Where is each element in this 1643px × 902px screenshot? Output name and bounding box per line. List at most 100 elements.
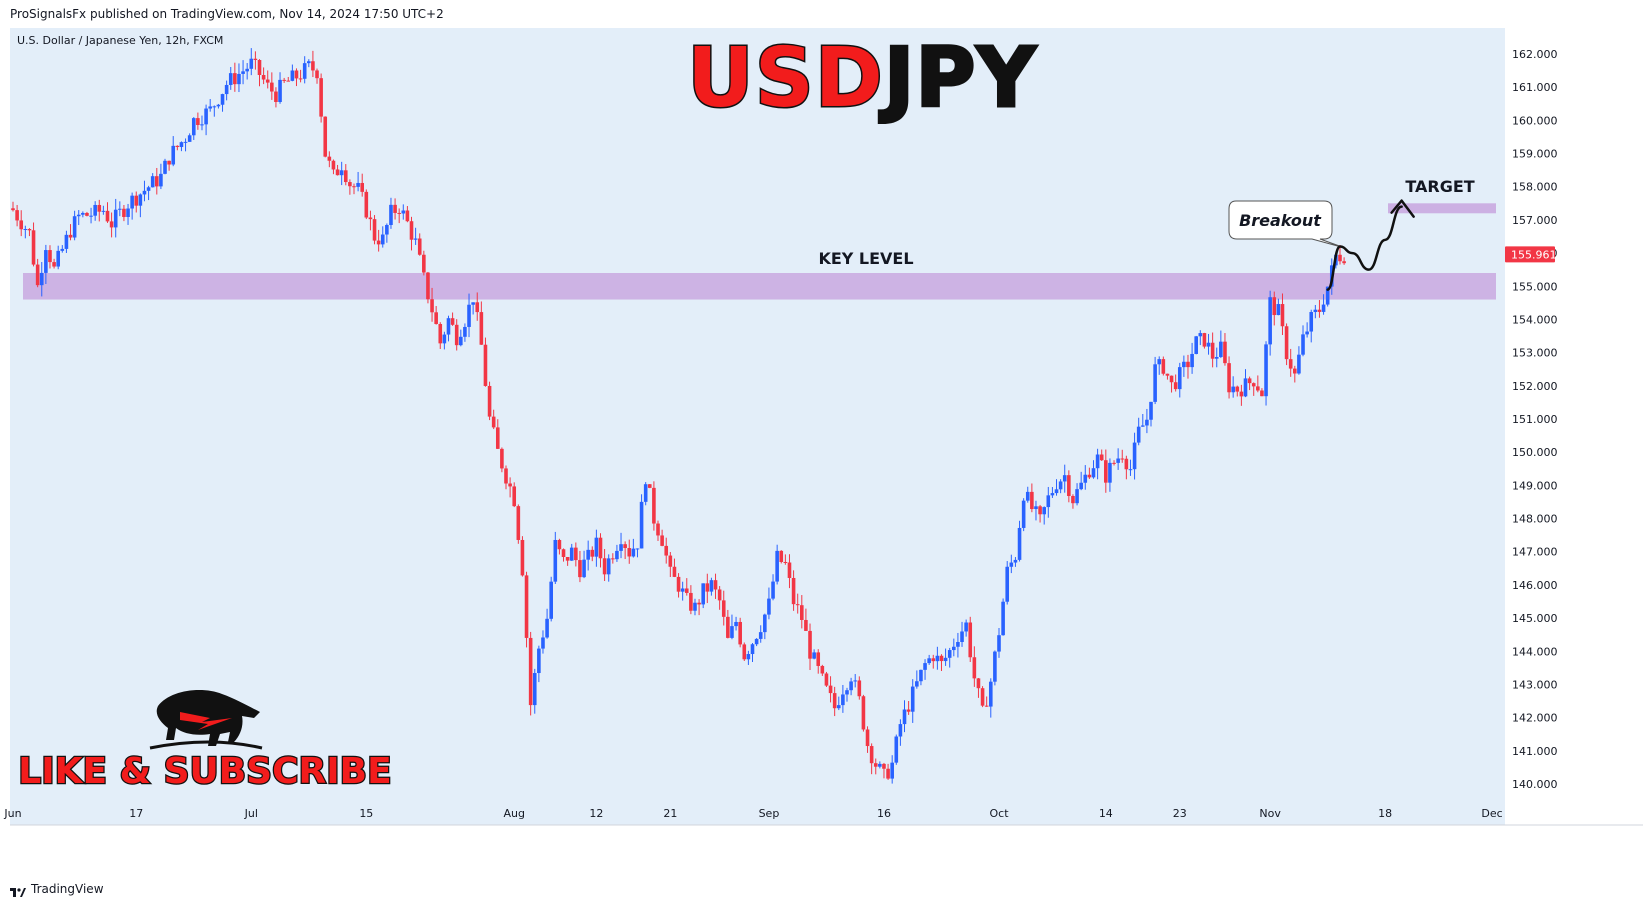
candle-body xyxy=(430,299,434,313)
last-price-tag xyxy=(1505,246,1555,263)
candle-body xyxy=(1104,460,1108,483)
candle-body xyxy=(376,240,381,245)
candle-body xyxy=(495,427,500,449)
candle-body xyxy=(763,614,767,633)
candle-body xyxy=(224,84,229,95)
candle-body xyxy=(988,681,993,707)
candle-body xyxy=(72,216,77,238)
candle-body xyxy=(1293,368,1297,374)
candle-body xyxy=(861,696,866,730)
candle-body xyxy=(537,648,541,674)
breakout-callout xyxy=(1228,200,1346,249)
candle-body xyxy=(257,59,262,75)
candle-body xyxy=(709,580,714,592)
candle-body xyxy=(631,548,636,557)
candle-body xyxy=(1305,331,1309,335)
y-tick-label: 144.000 xyxy=(1512,645,1558,658)
candle-body xyxy=(935,655,940,662)
x-tick-label: Jun xyxy=(3,807,21,820)
candle-body xyxy=(364,191,369,218)
candle-body xyxy=(126,208,130,217)
candle-body xyxy=(1112,462,1116,464)
candle-body xyxy=(606,558,611,575)
candle-body xyxy=(500,448,504,469)
candle-body xyxy=(302,63,307,79)
candle-body xyxy=(331,160,336,170)
x-tick-label: 17 xyxy=(129,807,143,820)
candle-body xyxy=(1338,254,1342,262)
candle-body xyxy=(524,575,529,638)
candle-body xyxy=(352,186,356,188)
candle-body xyxy=(952,646,956,651)
candle-body xyxy=(1157,359,1162,365)
candle-body xyxy=(368,217,373,220)
candle-body xyxy=(154,176,159,187)
candle-body xyxy=(315,70,319,79)
candle-body xyxy=(1079,482,1083,490)
candle-body xyxy=(487,385,492,417)
candle-body xyxy=(816,652,821,666)
tradingview-logo[interactable]: TradingView xyxy=(10,882,104,897)
candle-body xyxy=(463,326,467,337)
candle-body xyxy=(812,652,816,659)
candle-body xyxy=(1243,378,1248,397)
candle-body xyxy=(261,74,266,80)
candle-body xyxy=(1087,474,1092,478)
candle-body xyxy=(1153,364,1157,402)
candle-body xyxy=(664,545,669,556)
candle-body xyxy=(738,621,742,645)
candle-body xyxy=(964,622,968,632)
title-red-part: USD xyxy=(687,31,884,126)
y-tick-label: 150.000 xyxy=(1512,446,1558,459)
candle-body xyxy=(1025,491,1030,501)
x-tick-label: Sep xyxy=(759,807,780,820)
candle-body xyxy=(956,641,960,647)
candle-body xyxy=(528,637,533,706)
candle-body xyxy=(639,501,644,549)
candle-body xyxy=(1227,363,1231,393)
candle-body xyxy=(1091,468,1096,478)
candle-body xyxy=(841,694,845,706)
candle-body xyxy=(668,555,673,567)
candle-body xyxy=(183,141,188,143)
candle-body xyxy=(939,655,944,662)
x-tick-label: Nov xyxy=(1259,807,1281,820)
candle-body xyxy=(1030,491,1034,510)
candle-body xyxy=(878,763,882,767)
candle-body xyxy=(1095,454,1100,469)
candle-body xyxy=(845,690,849,695)
candle-body xyxy=(779,550,784,562)
candle-body xyxy=(1194,336,1198,354)
candle-body xyxy=(1136,426,1141,443)
candle-body xyxy=(360,182,365,192)
candle-body xyxy=(81,212,85,215)
candle-body xyxy=(947,650,952,658)
y-tick-label: 162.000 xyxy=(1512,48,1558,61)
candle-body xyxy=(701,583,705,605)
candle-body xyxy=(491,416,496,428)
candle-body xyxy=(1034,506,1038,510)
candle-body xyxy=(705,583,710,592)
candle-body xyxy=(393,204,397,213)
y-tick-label: 140.000 xyxy=(1512,778,1558,791)
candle-body xyxy=(1186,361,1190,368)
candle-body xyxy=(113,209,118,228)
y-tick-label: 157.000 xyxy=(1512,214,1558,227)
candle-body xyxy=(109,221,114,228)
candle-body xyxy=(898,724,903,737)
candle-body xyxy=(1251,383,1256,387)
candle-body xyxy=(249,58,254,69)
bull-arrow xyxy=(180,712,232,730)
candle-body xyxy=(1038,506,1042,515)
candle-body xyxy=(122,208,126,217)
candle-body xyxy=(611,558,615,560)
candle-body xyxy=(1284,326,1289,360)
y-tick-label: 158.000 xyxy=(1512,181,1558,194)
candle-body xyxy=(960,631,964,642)
candle-body xyxy=(853,680,858,682)
candle-body xyxy=(886,768,890,779)
like-subscribe-label: LIKE & SUBSCRIBE xyxy=(18,751,391,792)
candle-body xyxy=(438,324,443,344)
candle-body xyxy=(31,230,36,265)
